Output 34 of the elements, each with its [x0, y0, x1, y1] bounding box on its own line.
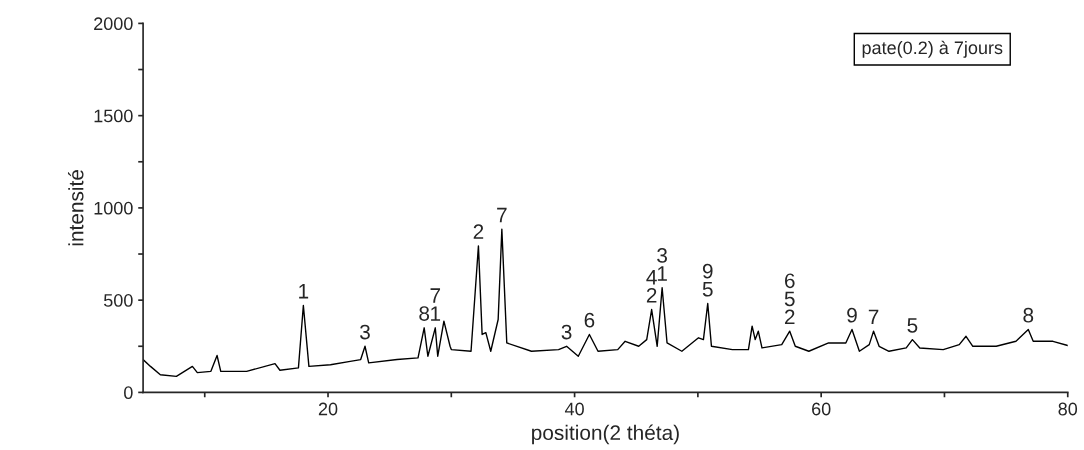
y-tick-label: 2000	[94, 17, 133, 31]
y-tick-label: 500	[103, 294, 133, 307]
annotation: 2	[784, 309, 795, 325]
annotation: 1	[431, 306, 441, 321]
y-axis-title: intensité	[67, 170, 84, 246]
annotation: 1	[299, 284, 309, 299]
annotation: 4	[646, 270, 657, 285]
annotation: 5	[907, 318, 918, 333]
annotation: 8	[1023, 307, 1034, 323]
annotation: 2	[473, 224, 484, 239]
annotation: pate(0.2) à 7jours	[862, 40, 1003, 58]
annotation: 1	[657, 266, 667, 281]
x-axis-title: position(2 théta)	[532, 424, 679, 445]
annotation: 8	[419, 306, 430, 321]
annotation: 2	[646, 287, 657, 303]
annotation: 7	[497, 207, 507, 223]
annotation: 5	[784, 291, 795, 307]
annotation: 3	[657, 248, 667, 263]
annotation: 9	[847, 307, 857, 323]
annotation: 5	[702, 282, 713, 297]
annotation: 6	[784, 273, 795, 289]
x-tick-label: 40	[564, 402, 584, 416]
x-tick-label: 60	[812, 402, 831, 416]
annotation: 3	[360, 324, 370, 340]
y-tick-label: 1000	[94, 201, 133, 215]
annotation: 3	[561, 324, 572, 340]
y-tick-label: 0	[124, 386, 133, 400]
x-tick-label: 20	[318, 402, 338, 416]
y-tick-label: 1500	[94, 109, 133, 123]
annotation: 7	[430, 288, 441, 303]
x-tick-label: 80	[1058, 402, 1078, 416]
annotation: 7	[868, 309, 879, 325]
annotation: 9	[702, 263, 713, 279]
annotation: 6	[584, 312, 595, 328]
